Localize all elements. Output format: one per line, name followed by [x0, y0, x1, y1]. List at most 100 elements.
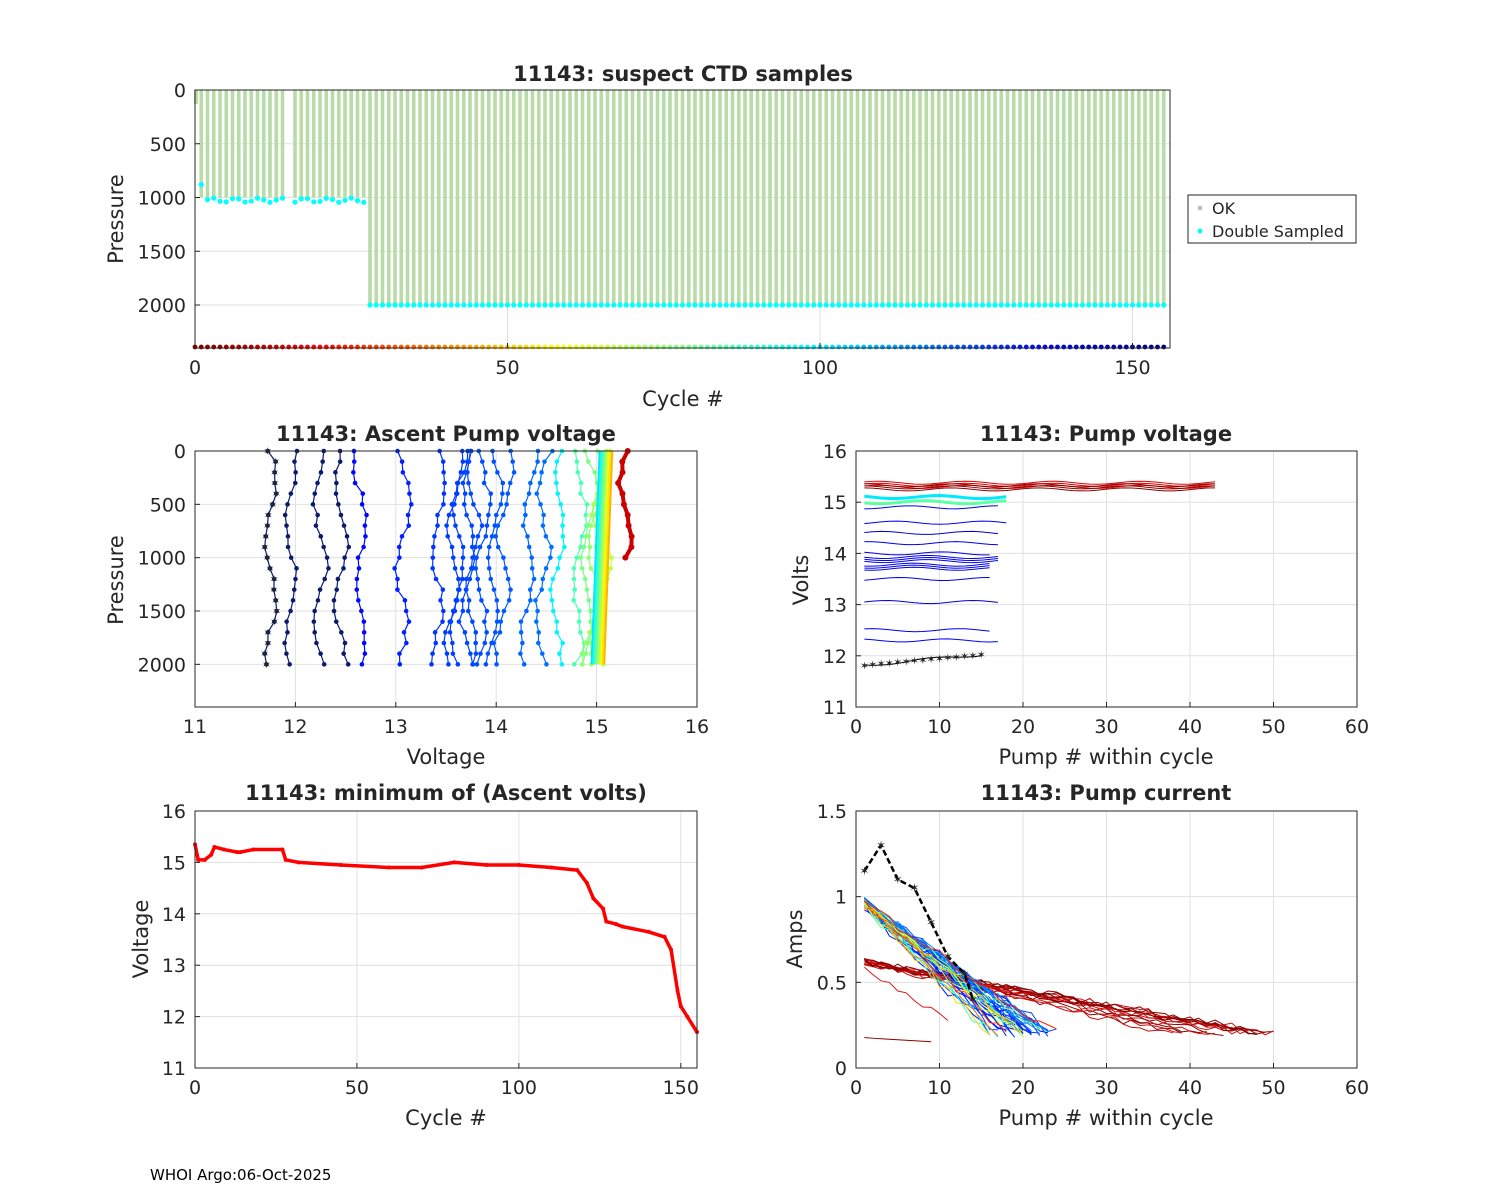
minv-ytick-label: 13 [162, 955, 186, 977]
current-series-line [864, 962, 1182, 1034]
cycle-marker [1048, 344, 1054, 350]
legend-double-marker [1197, 228, 1203, 234]
cycle-marker [1123, 344, 1129, 350]
min-voltage-point [202, 857, 207, 862]
double-sampled-point [504, 302, 511, 308]
cycle-marker [698, 344, 704, 350]
double-sampled-point [336, 199, 342, 205]
ascent-profile-point [354, 587, 360, 592]
cycle-marker [680, 344, 685, 350]
ascent-profile-point [554, 459, 560, 464]
cycle-marker [655, 344, 660, 350]
double-sampled-point [304, 195, 311, 202]
ascent-profile-point [466, 598, 472, 603]
cycle-marker [392, 344, 398, 350]
double-sampled-point [479, 302, 486, 308]
ascent-ytick-label: 0 [174, 441, 186, 463]
double-sampled-point [861, 302, 867, 308]
legend-double-label: Double Sampled [1212, 222, 1344, 241]
cycle-marker [673, 344, 679, 350]
ascent-profile-point [518, 619, 524, 624]
cycle-marker [561, 344, 567, 350]
pumpv-series-line [864, 530, 999, 535]
ascent-profile-point [314, 640, 319, 646]
double-sampled-point [1073, 302, 1079, 308]
current-series-line [864, 1037, 932, 1043]
ascent-profile-point [285, 502, 290, 507]
ascent-xtick-label: 11 [183, 716, 207, 738]
cycle-marker [555, 344, 560, 350]
cycle-marker [242, 344, 248, 350]
pumpv-highlight-star: ✶ [952, 651, 961, 664]
ascent-profile-point [452, 566, 458, 571]
ascent-profile-point [543, 566, 549, 571]
double-sampled-point [948, 302, 954, 308]
ascent-profile-point [518, 630, 524, 635]
double-sampled-point [848, 302, 854, 308]
ascent-xtick-label: 12 [283, 716, 307, 738]
double-sampled-point [742, 302, 748, 308]
ascent-highlight-star: ✶ [263, 626, 272, 639]
double-sampled-point [392, 302, 398, 308]
ascent-profile-point [571, 662, 577, 667]
ascent-profile-point [586, 534, 592, 539]
min-voltage-point [669, 947, 674, 952]
ascent-profile-point [557, 555, 562, 560]
pumpv-series-line [864, 520, 1007, 525]
double-sampled-point [611, 302, 617, 308]
ascent-profile-point [360, 491, 366, 496]
double-sampled-point [961, 302, 967, 308]
pumpv-chart: ✶ ✶ ✶ ✶ ✶ ✶ ✶ ✶ ✶ ✶ ✶ ✶ ✶ ✶ ✶ 0 10 20 30 40 50 6011121314151… [789, 422, 1369, 769]
double-sampled-point [423, 302, 429, 308]
current-series-line [864, 901, 1040, 1030]
double-sampled-point [898, 302, 904, 308]
ascent-profile-point [555, 566, 561, 571]
current-xtick-label: 40 [1178, 1077, 1202, 1099]
suspect-ytick-label: 1500 [138, 241, 186, 263]
cycle-marker [636, 344, 642, 350]
cycle-marker [911, 344, 917, 350]
cycle-marker [867, 344, 873, 350]
ascent-profile-point [495, 523, 501, 528]
ascent-profile-point [455, 587, 461, 592]
cycle-marker [773, 344, 779, 350]
cycle-marker [855, 344, 860, 350]
suspect-title: 11143: suspect CTD samples [513, 62, 853, 86]
ascent-profile-point [500, 512, 506, 518]
pumpv-series-line [864, 655, 982, 666]
ascent-profile-point [471, 502, 476, 507]
ascent-profile-point [320, 459, 325, 464]
ascent-profile-point [520, 523, 526, 528]
double-sampled-point [1079, 302, 1086, 308]
pumpv-highlight-star: ✶ [868, 659, 877, 672]
ascent-profile-point [628, 533, 635, 540]
double-sampled-point [398, 302, 404, 308]
minv-ytick-label: 14 [162, 904, 186, 926]
ascent-profile-point [484, 608, 490, 614]
cycle-marker [1142, 344, 1148, 350]
min-voltage-point [614, 922, 619, 927]
ascent-profile-point [624, 512, 631, 518]
minv-ticks: 0 50 100 150 11 12 13 14 15 16 [162, 801, 699, 1099]
cycle-marker [748, 344, 754, 350]
double-sampled-point [692, 302, 698, 308]
ascent-profile-point [579, 534, 585, 539]
suspect-xtick-label: 100 [802, 357, 838, 379]
ascent-profile-line [601, 450, 612, 665]
double-sampled-point [623, 302, 629, 308]
cycle-marker [323, 344, 329, 350]
ascent-profile-point [312, 491, 318, 496]
double-sampled-point [348, 195, 354, 201]
ascent-profile-point [454, 598, 460, 603]
cycle-marker [317, 344, 323, 350]
ascent-profile-point [334, 480, 339, 486]
ascent-profile-point [534, 491, 540, 496]
pumpv-series-line [864, 483, 1216, 488]
pumpv-highlight-star: ✶ [918, 654, 927, 667]
cycle-marker [917, 344, 923, 350]
ascent-profile-point [542, 459, 547, 464]
double-sampled-point [211, 195, 217, 201]
ascent-profile-point [462, 491, 468, 496]
ascent-profile-point [361, 619, 367, 624]
double-sampled-point [823, 302, 829, 308]
